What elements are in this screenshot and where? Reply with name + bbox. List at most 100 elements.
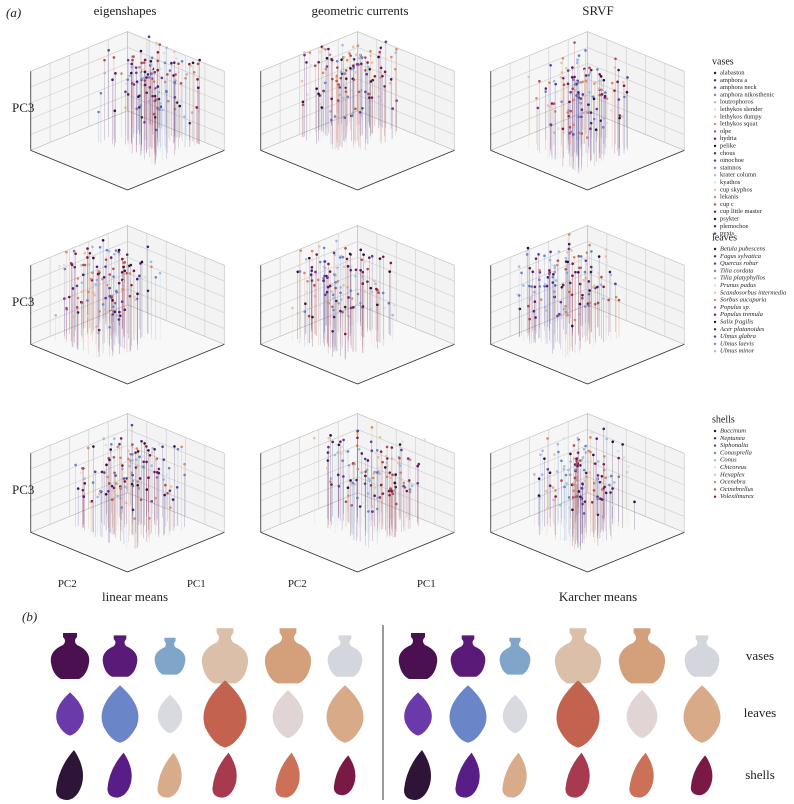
point: [158, 271, 162, 275]
legend-item: cup little master: [720, 208, 763, 215]
point: [386, 464, 389, 468]
point: [345, 84, 348, 88]
point: [328, 270, 332, 273]
point: [559, 300, 563, 304]
box-line: [30, 241, 128, 282]
point: [167, 466, 171, 470]
point: [326, 451, 330, 454]
point: [539, 298, 543, 301]
point: [546, 467, 550, 471]
point: [363, 457, 367, 461]
point: [76, 277, 80, 280]
point: [578, 439, 582, 443]
point: [185, 72, 189, 76]
box-line: [587, 532, 685, 573]
point: [595, 107, 599, 111]
point: [141, 454, 144, 458]
point: [154, 98, 158, 101]
point: [576, 58, 579, 62]
legend-swatch: [713, 174, 717, 177]
box-line: [127, 257, 225, 298]
point: [148, 454, 152, 457]
point: [571, 87, 574, 91]
box-line: [127, 288, 225, 329]
point: [596, 285, 599, 289]
axis-label: PC1: [417, 578, 436, 590]
point: [575, 481, 579, 485]
point: [136, 480, 139, 483]
point: [607, 298, 610, 302]
point: [117, 482, 121, 486]
point: [335, 74, 339, 78]
box-line: [587, 47, 685, 88]
point: [130, 471, 134, 475]
point: [625, 470, 629, 474]
scatter-3d: [29, 31, 226, 191]
point: [337, 443, 341, 447]
point: [107, 482, 111, 485]
point: [332, 296, 335, 300]
point: [579, 260, 583, 264]
point: [589, 436, 592, 439]
point: [323, 81, 327, 85]
point: [131, 58, 134, 62]
point: [603, 485, 606, 489]
point: [350, 504, 354, 507]
point: [143, 58, 147, 62]
point: [327, 262, 330, 266]
point: [592, 97, 596, 101]
point: [375, 287, 378, 291]
point: [384, 455, 388, 458]
point: [600, 88, 603, 92]
point: [555, 470, 559, 473]
point: [112, 486, 116, 490]
point: [126, 93, 130, 96]
point: [106, 310, 110, 313]
point: [544, 309, 548, 312]
point: [566, 111, 570, 114]
point: [410, 484, 414, 488]
legend-item: Quercus robur: [720, 260, 758, 267]
point: [143, 70, 147, 74]
point: [139, 262, 142, 265]
point: [613, 66, 617, 69]
point: [553, 264, 557, 268]
point: [110, 442, 113, 446]
shape-silhouette: [565, 752, 590, 798]
point: [394, 67, 397, 71]
point: [608, 489, 612, 492]
legend-swatch: [713, 115, 717, 119]
point: [377, 466, 380, 469]
point: [124, 82, 128, 85]
shape-silhouette: [101, 685, 139, 743]
box-line: [490, 429, 588, 470]
point: [572, 123, 575, 127]
point: [343, 72, 347, 75]
point: [63, 297, 66, 300]
point: [303, 53, 306, 57]
legend-item: Ocenebra: [720, 479, 746, 486]
point: [569, 460, 572, 463]
point: [155, 88, 158, 92]
point: [391, 313, 394, 317]
point: [604, 491, 608, 495]
legend-swatch: [713, 122, 717, 126]
point: [572, 255, 576, 259]
point: [552, 498, 556, 501]
point: [627, 465, 630, 468]
point: [579, 495, 582, 499]
shape-silhouette: [157, 694, 183, 734]
point: [385, 475, 389, 479]
point: [111, 78, 114, 81]
point: [334, 299, 338, 303]
point: [139, 498, 143, 502]
point: [132, 269, 136, 273]
point: [310, 249, 314, 253]
point: [581, 456, 585, 459]
point: [598, 73, 601, 76]
point: [359, 248, 363, 252]
point: [600, 474, 604, 478]
box-line: [260, 445, 358, 486]
point: [577, 54, 581, 57]
point: [572, 444, 576, 447]
